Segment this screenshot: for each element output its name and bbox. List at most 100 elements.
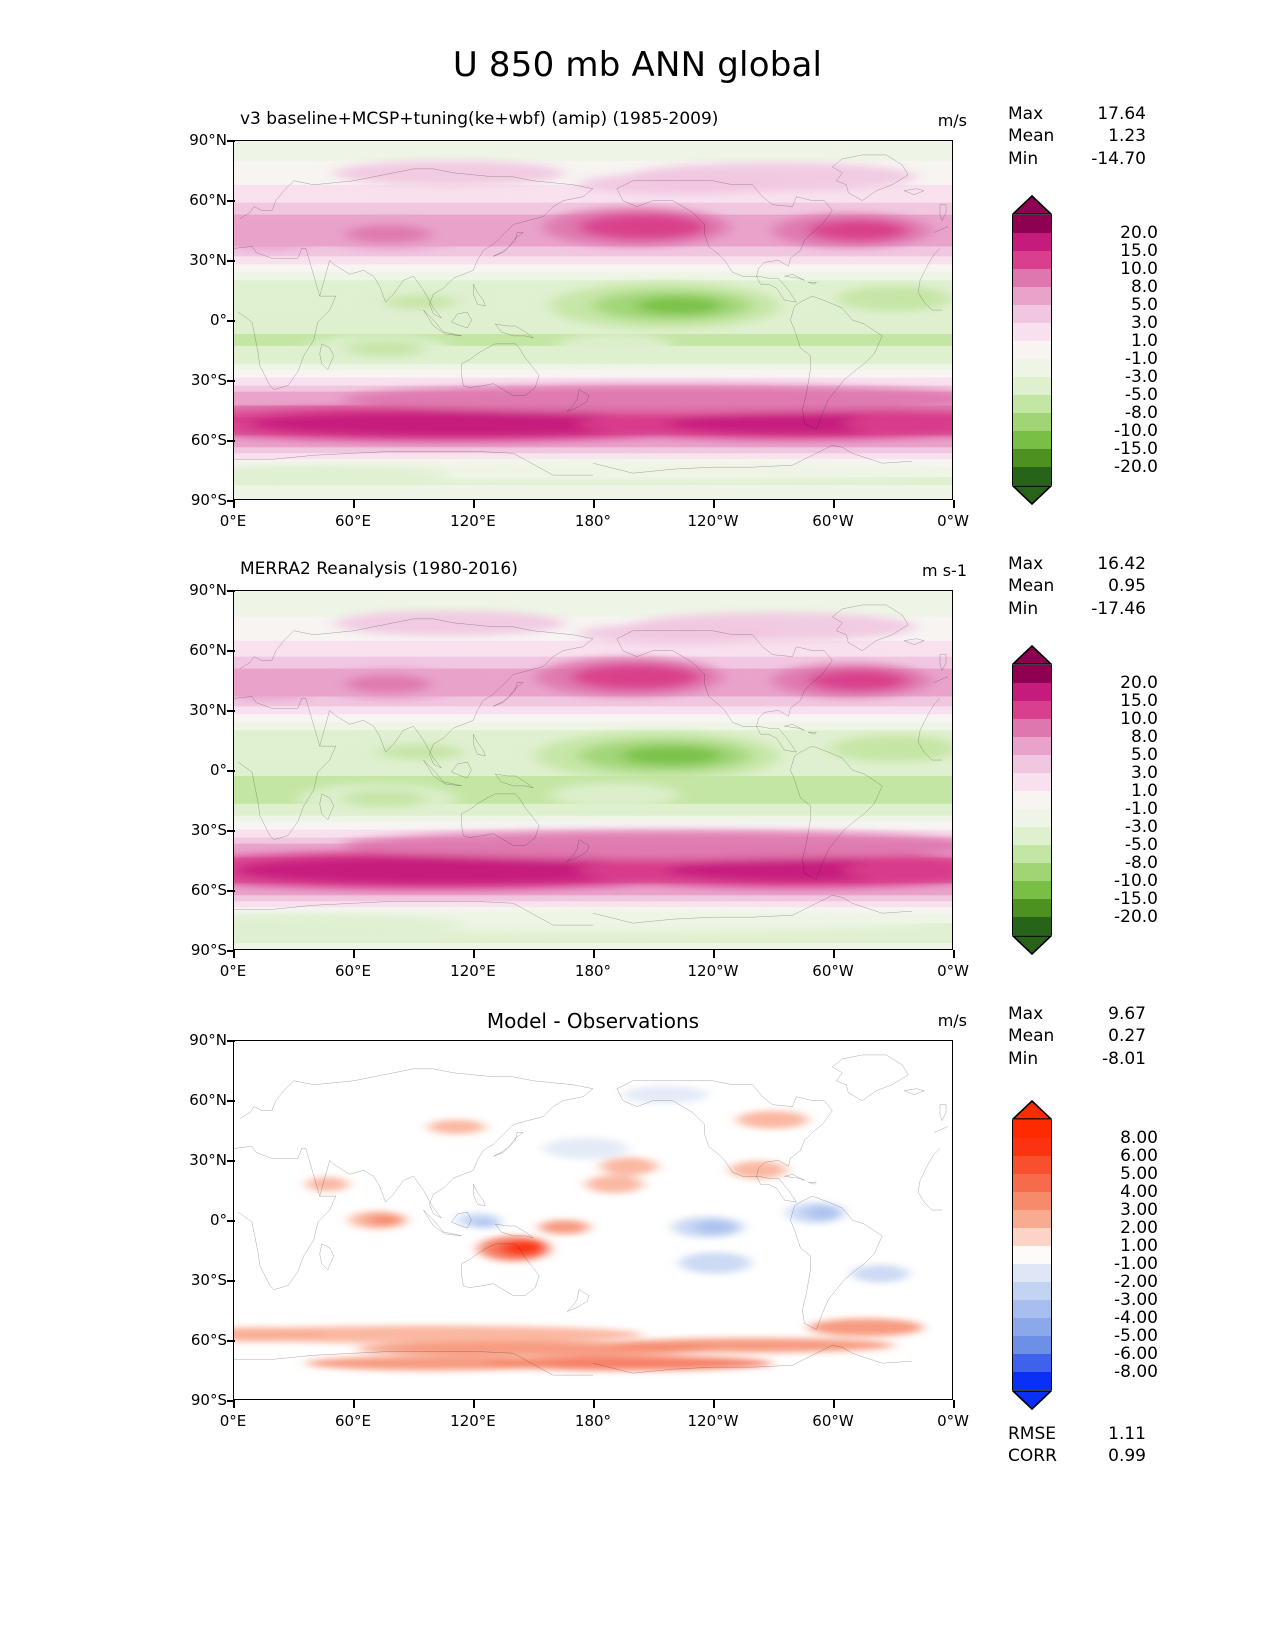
colorbar-segment [1012, 251, 1052, 269]
colorbar-segment [1012, 701, 1052, 719]
y-tick-label: 90°N [189, 131, 227, 149]
y-tick-mark [227, 500, 235, 502]
x-tick-mark [472, 1400, 475, 1408]
y-tick-label: 60°S [190, 880, 227, 899]
y-tick-mark [227, 1159, 235, 1162]
map-units-difference: m/s [937, 1011, 967, 1030]
stats-value: 17.64 [1097, 104, 1146, 124]
x-tick-mark [593, 950, 595, 958]
stats-row: Max 9.67 [1008, 1003, 1146, 1025]
colorbar-segment [1012, 1372, 1052, 1390]
colorbar-segment [1012, 1138, 1052, 1156]
map-model[interactable] [233, 140, 953, 500]
colorbar-segment [1012, 233, 1052, 251]
colorbar-segment [1012, 215, 1052, 233]
colorbar-segment [1012, 1174, 1052, 1192]
map-observations[interactable] [233, 590, 953, 950]
y-tick-label: 90°N [189, 581, 227, 599]
stats-key: Min [1008, 598, 1039, 619]
colorbar-top-arrow [1012, 645, 1052, 665]
x-tick-label: 0°W [937, 962, 969, 980]
map-title-observations: MERRA2 Reanalysis (1980-2016) [240, 559, 518, 579]
y-tick-mark [227, 1339, 235, 1342]
y-tick-label: 90°S [190, 941, 227, 959]
footer-stats-key: CORR [1008, 1446, 1057, 1467]
map-units-model: m/s [937, 111, 967, 130]
map-difference[interactable] [233, 1040, 953, 1400]
x-axis-observations: 0°E 60°E 120°E 180° 120°W 60°W 0°W [220, 950, 969, 990]
y-axis-difference: 90°N 60°N 30°N 0° 30°S 60°S 90°S [163, 1031, 235, 1409]
y-tick-mark [227, 140, 235, 142]
y-axis-model: 90°N 60°N 30°N 0° 30°S 60°S 90°S [163, 131, 235, 509]
x-tick-mark [713, 500, 715, 508]
colorbar-segment [1012, 395, 1052, 413]
stats-value: 0.27 [1108, 1026, 1146, 1047]
x-tick-label: 0°E [219, 962, 247, 980]
y-tick-mark [227, 889, 235, 892]
x-tick-label: 60°E [334, 512, 372, 530]
x-tick-label: 180° [574, 1412, 612, 1430]
colorbar-tick-label: -1.00 [1114, 1254, 1158, 1274]
colorbar-observations[interactable]: 20.0 15.0 10.0 8.0 5.0 3.0 1.0 -1.0 -3.0 -5.0 -8.0… [1012, 645, 1158, 955]
colorbar-top-arrow [1012, 195, 1052, 215]
colorbar-segment [1012, 1300, 1052, 1318]
colorbar-tick-label: -10.0 [1114, 421, 1158, 441]
map-field [234, 1041, 952, 1399]
colorbar-tick-label: -15.0 [1114, 889, 1158, 909]
y-tick-mark [227, 650, 235, 652]
y-tick-label: 30°S [190, 1271, 227, 1289]
x-tick-label: 120°E [450, 962, 496, 980]
stats-value: -17.46 [1091, 598, 1146, 619]
colorbar-tick-label: 3.00 [1120, 1200, 1158, 1220]
stats-value: 9.67 [1108, 1004, 1146, 1024]
x-tick-mark [713, 950, 715, 958]
colorbar-segment [1012, 899, 1052, 917]
colorbar-tick-label: 15.0 [1120, 241, 1158, 261]
x-tick-mark [832, 500, 835, 508]
x-tick-mark [713, 1400, 715, 1408]
colorbar-segment [1012, 665, 1052, 683]
x-tick-label: 120°E [450, 1412, 496, 1430]
colorbar-tick-label: 8.0 [1130, 727, 1158, 747]
x-tick-label: 180° [574, 512, 612, 530]
stats-row: Max 17.64 [1008, 103, 1146, 125]
x-tick-label: 60°W [812, 962, 854, 980]
x-tick-label: 0°W [937, 512, 969, 530]
colorbar-segment [1012, 449, 1052, 467]
stats-key: Mean [1008, 576, 1055, 597]
stats-value: -8.01 [1102, 1048, 1146, 1069]
colorbar-bottom-arrow [1012, 485, 1052, 505]
colorbar-tick-label: -3.0 [1124, 367, 1158, 387]
x-tick-label: 0°E [219, 1412, 247, 1430]
colorbar-tick-label: 4.00 [1120, 1182, 1158, 1202]
colorbar-tick-label: 5.0 [1130, 295, 1158, 315]
y-tick-mark [227, 590, 235, 592]
stats-key: Max [1008, 104, 1044, 124]
y-tick-mark [227, 1040, 235, 1042]
x-tick-mark [353, 1400, 355, 1408]
map-field [234, 141, 952, 499]
x-tick-label: 0°W [937, 1412, 969, 1430]
colorbar-segment [1012, 305, 1052, 323]
y-tick-mark [227, 380, 235, 382]
x-tick-mark [472, 500, 475, 508]
colorbar-segment [1012, 881, 1052, 899]
stats-value: 16.42 [1097, 554, 1146, 574]
colorbar-tick-label: -3.00 [1114, 1290, 1158, 1310]
map-field [234, 591, 952, 949]
colorbar-tick-label: -1.0 [1124, 349, 1158, 369]
stats-row: Mean 0.95 [1008, 575, 1146, 597]
colorbar-tick-label: -4.00 [1114, 1308, 1158, 1328]
colorbar-model[interactable]: 20.0 15.0 10.0 8.0 5.0 3.0 1.0 -1.0 -3.0 -5.0 -8.0… [1012, 195, 1158, 505]
x-tick-label: 180° [574, 962, 612, 980]
colorbar-tick-label: 8.00 [1120, 1128, 1158, 1148]
colorbar-tick-label: 2.00 [1120, 1218, 1158, 1238]
colorbar-difference[interactable]: 8.00 6.00 5.00 4.00 3.00 2.00 1.00 -1.00 -2.00 -3… [1012, 1100, 1158, 1410]
stats-value: 0.95 [1108, 576, 1146, 597]
x-tick-mark [593, 500, 595, 508]
y-tick-label: 60°N [189, 191, 227, 209]
colorbar-segment [1012, 719, 1052, 737]
colorbar-segment [1012, 773, 1052, 791]
stats-row: Mean 0.27 [1008, 1025, 1146, 1047]
stats-row: Min -14.70 [1008, 148, 1146, 170]
